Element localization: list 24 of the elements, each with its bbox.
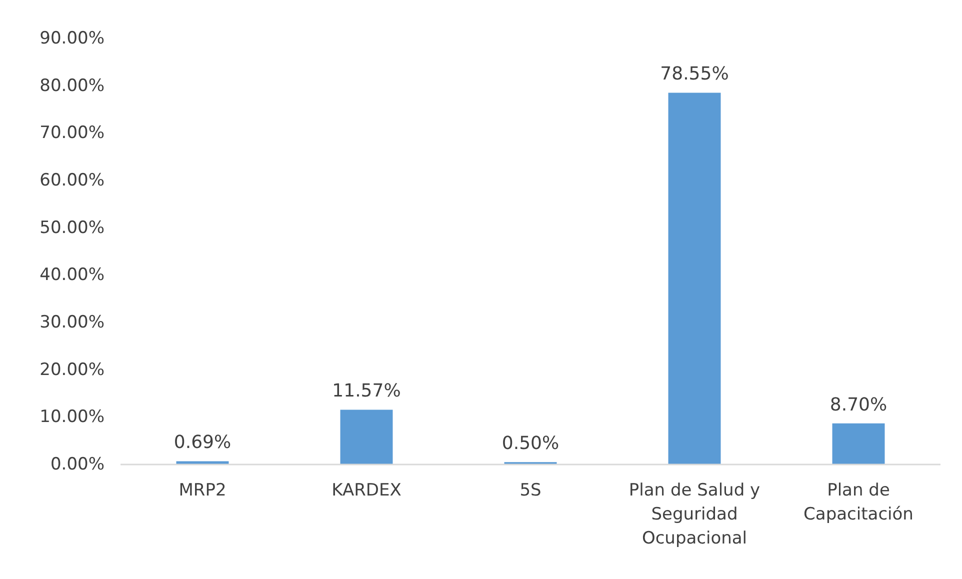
- x-tick-label: KARDEX: [332, 480, 402, 500]
- x-tick-label: 5S: [520, 480, 542, 500]
- data-label: 78.55%: [660, 64, 729, 85]
- data-label: 8.70%: [830, 394, 888, 416]
- x-tick-label: Plan de Salud y Seguridad Ocupacional: [628, 480, 760, 548]
- y-tick-label: 60.00%: [40, 170, 105, 190]
- bar: [176, 461, 229, 464]
- data-label: 0.50%: [502, 433, 560, 454]
- data-label: 11.57%: [332, 380, 401, 402]
- data-label: 0.69%: [174, 432, 232, 454]
- bar: [832, 423, 885, 464]
- y-tick-label: 80.00%: [40, 76, 105, 96]
- x-tick-label: Plan de Capacitación: [804, 480, 914, 524]
- y-tick-label: 0.00%: [50, 454, 105, 474]
- x-tick-label: MRP2: [178, 480, 226, 500]
- bar: [340, 410, 393, 464]
- bar: [668, 92, 721, 464]
- y-tick-label: 30.00%: [40, 312, 105, 332]
- y-tick-label: 40.00%: [40, 265, 105, 286]
- y-tick-label: 50.00%: [40, 218, 105, 238]
- y-tick-label: 90.00%: [40, 28, 105, 48]
- y-tick-label: 10.00%: [40, 407, 105, 428]
- y-tick-label: 70.00%: [40, 123, 105, 144]
- y-tick-label: 20.00%: [40, 360, 105, 380]
